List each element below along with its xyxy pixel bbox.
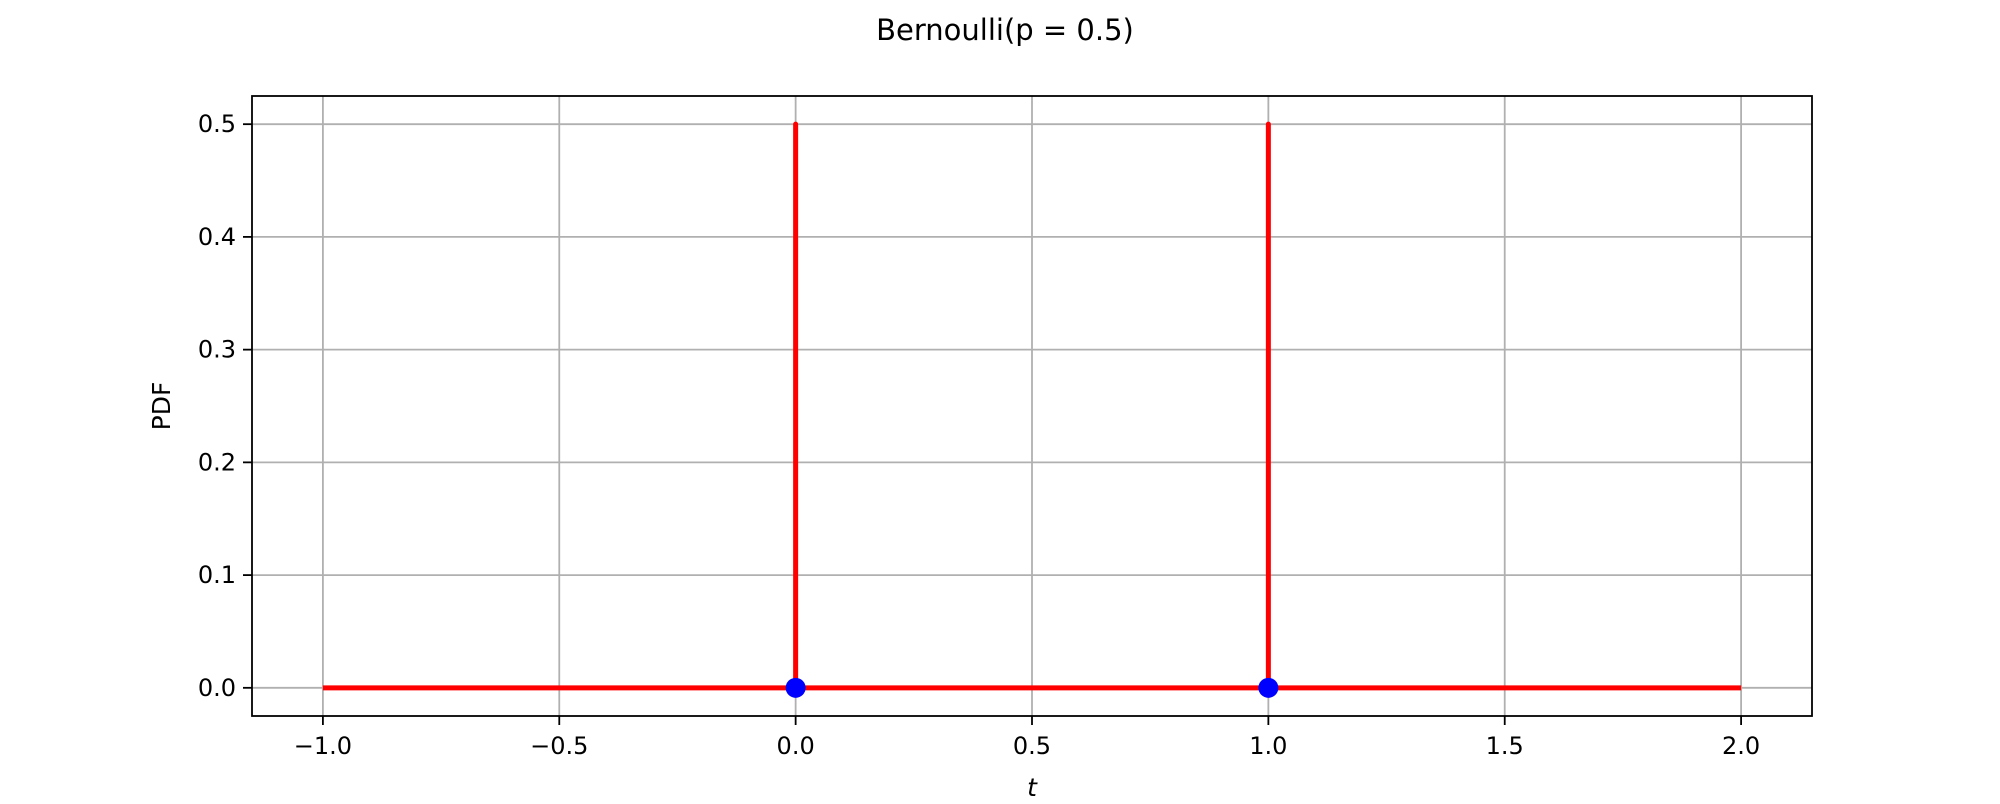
x-tick-label-3: 0.5	[1013, 732, 1051, 760]
pdf-line-series	[322, 121, 1742, 691]
x-tick-label-5: 1.5	[1486, 732, 1524, 760]
chart-title: Bernoulli(p = 0.5)	[876, 13, 1134, 47]
y-tick-label-2: 0.2	[198, 448, 236, 476]
data-point-0	[785, 677, 806, 698]
x-axis-label: t	[1027, 773, 1038, 800]
y-tick-label-0: 0.0	[198, 674, 236, 702]
x-tick-label-2: 0.0	[777, 732, 815, 760]
y-tick-label-4: 0.4	[198, 223, 236, 251]
x-tick-label-4: 1.0	[1249, 732, 1287, 760]
tick-layer: −1.0 −0.5 0.0 0.5 1.0 1.5 2.0 0.0 0.1 0.2 0.3 0.4 0.…	[198, 110, 1760, 760]
data-point-1	[1258, 677, 1279, 698]
y-axis-label: PDF	[147, 382, 176, 431]
y-tick-label-3: 0.3	[198, 336, 236, 364]
y-tick-label-5: 0.5	[198, 110, 236, 138]
x-tick-label-0: −1.0	[294, 732, 352, 760]
x-tick-label-1: −0.5	[530, 732, 588, 760]
data-layer	[322, 121, 1742, 698]
x-tick-label-6: 2.0	[1722, 732, 1760, 760]
y-tick-label-1: 0.1	[198, 561, 236, 589]
grid-layer	[252, 96, 1812, 716]
